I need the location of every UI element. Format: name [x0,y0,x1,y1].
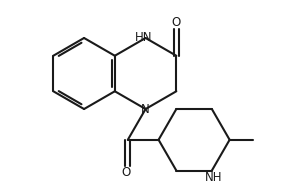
Text: NH: NH [205,171,222,184]
Text: HN: HN [135,32,153,44]
Text: O: O [172,16,181,29]
Text: N: N [141,102,150,115]
Text: O: O [121,166,131,179]
